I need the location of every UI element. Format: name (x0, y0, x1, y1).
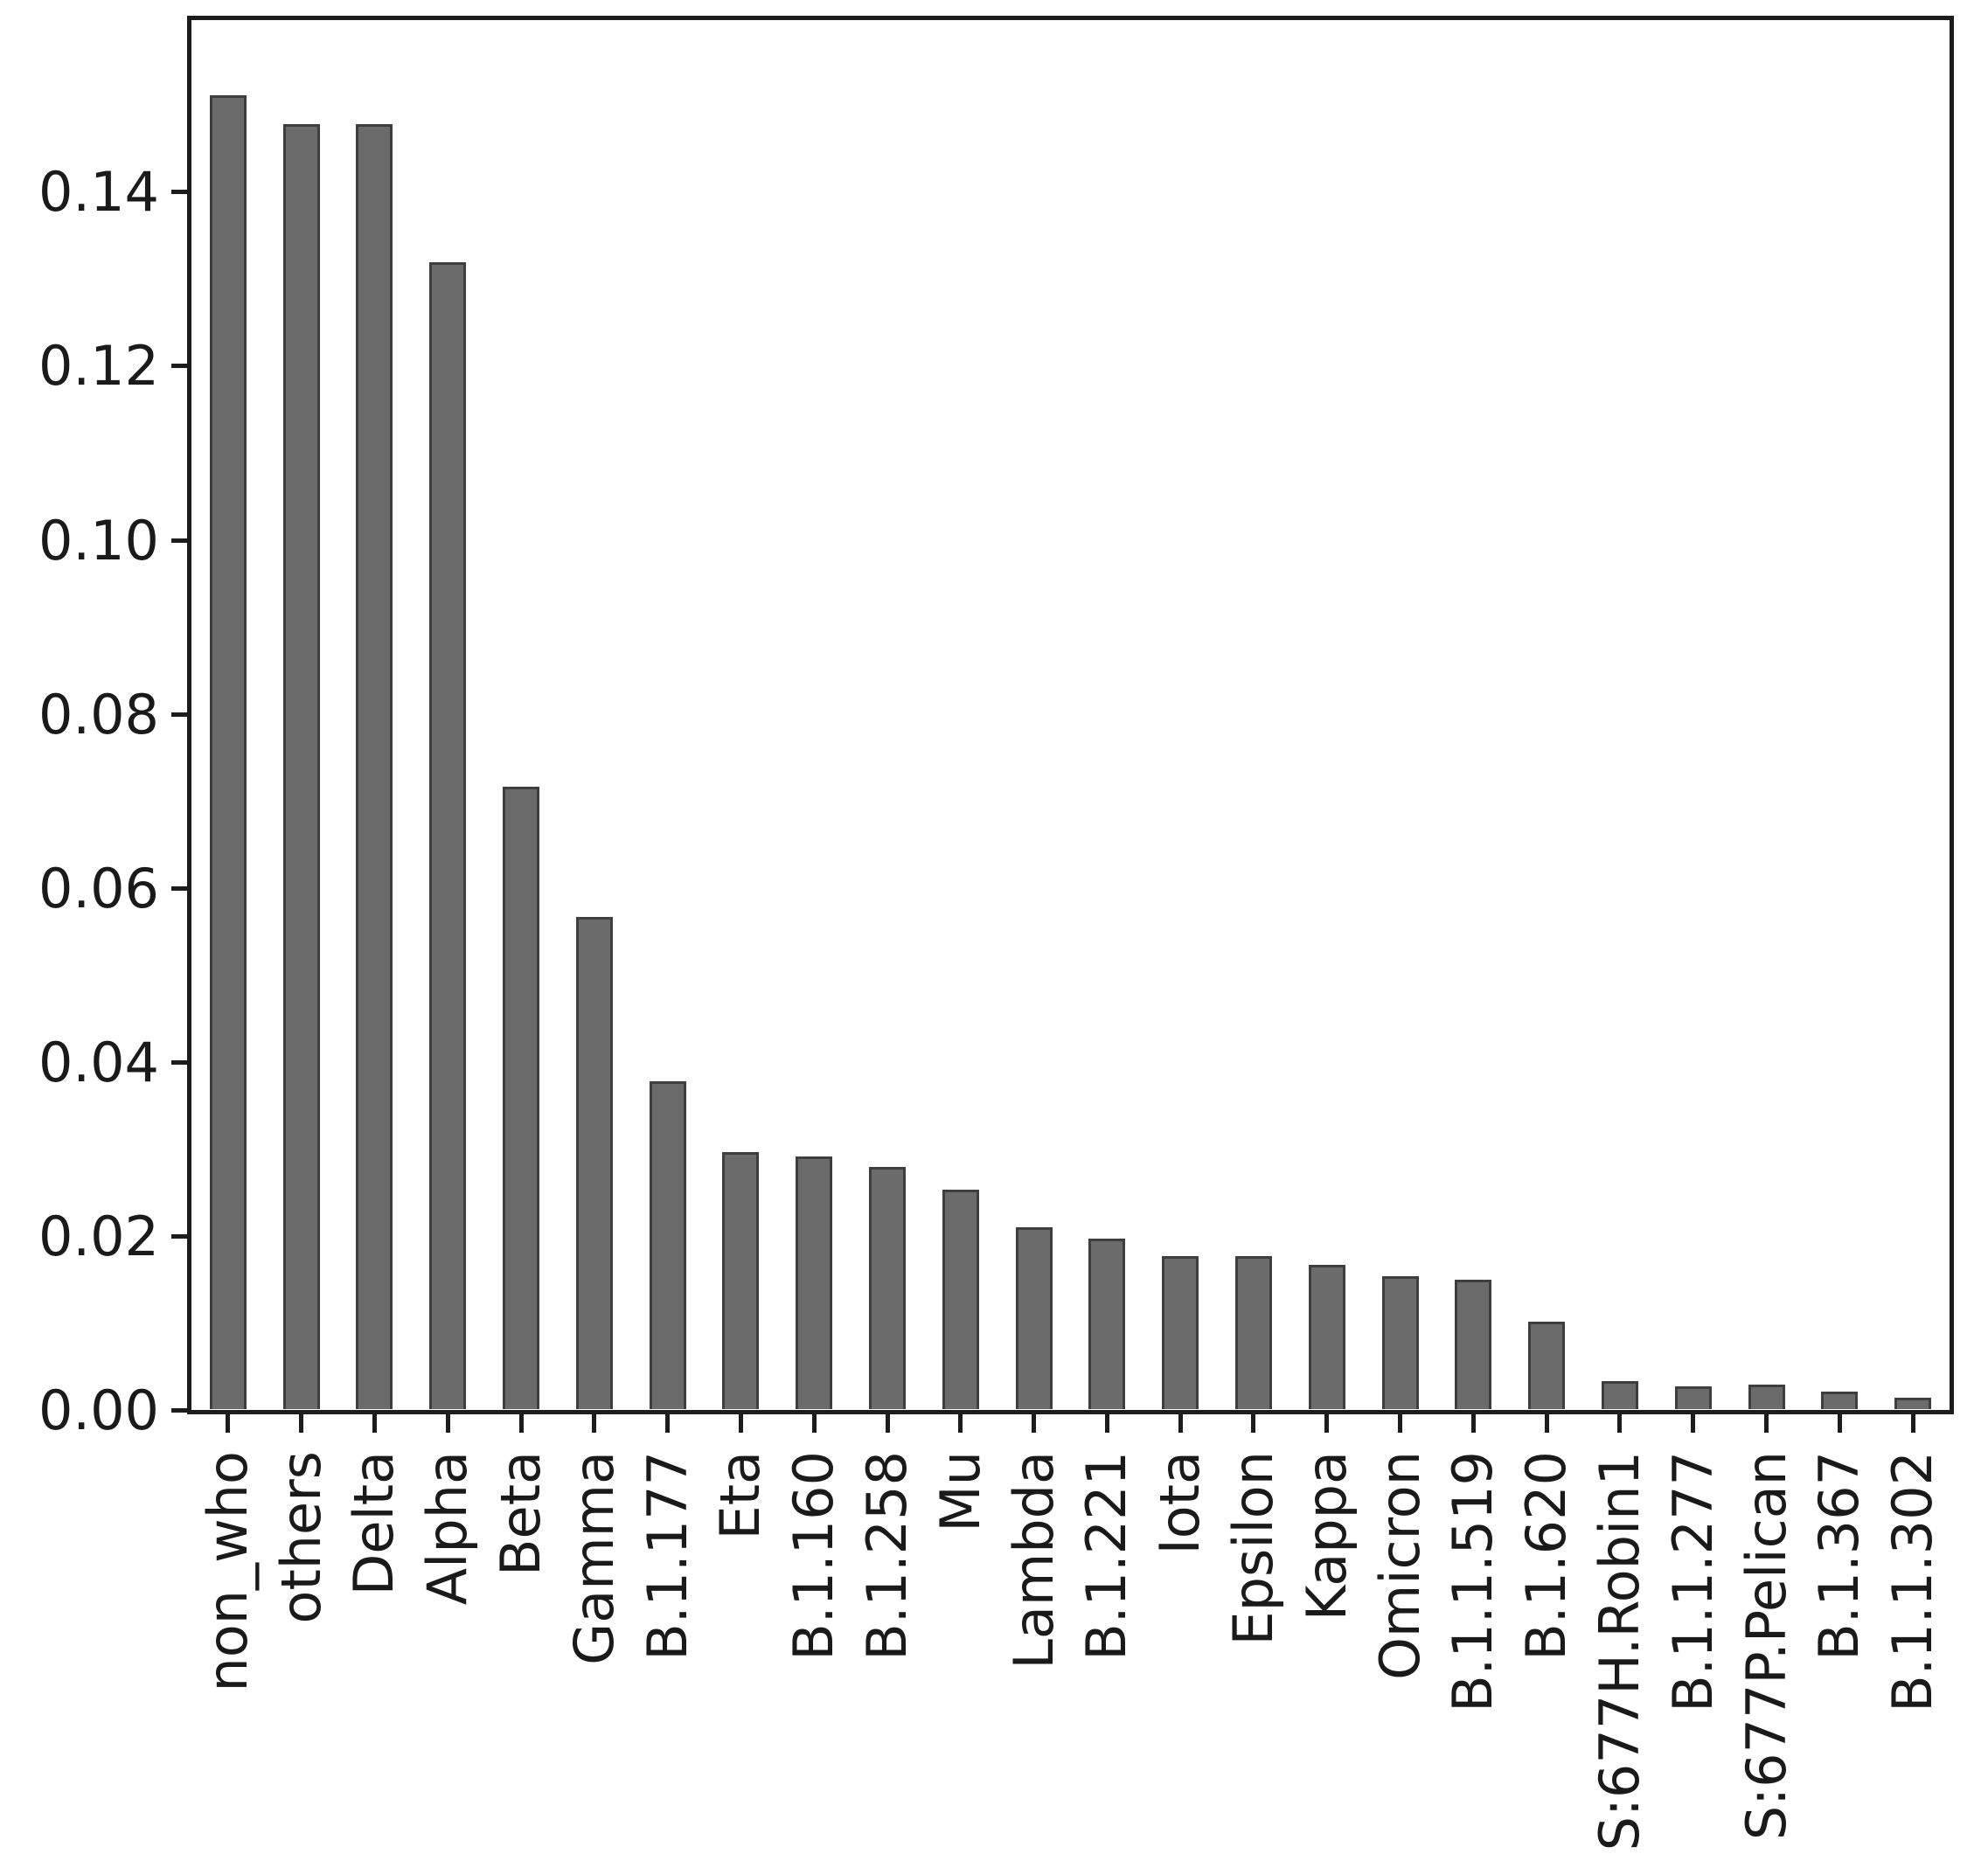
x-tick-mark (1764, 1413, 1769, 1433)
y-tick-mark (171, 364, 191, 369)
bar-Lambda (1016, 1227, 1053, 1409)
x-tick-label-Omicron: Omicron (1368, 1451, 1432, 1680)
x-tick-mark (958, 1413, 963, 1433)
y-tick-mark (171, 190, 191, 195)
x-tick-mark (812, 1413, 817, 1433)
x-tick-label-B.1.367: B.1.367 (1807, 1451, 1871, 1661)
x-tick-mark (886, 1413, 890, 1433)
x-tick-mark (519, 1413, 524, 1433)
bar-Beta (503, 787, 539, 1409)
y-tick-mark (171, 1059, 191, 1065)
y-tick-mark (171, 712, 191, 717)
bar-B.1.367 (1821, 1392, 1858, 1409)
x-tick-mark (1691, 1413, 1695, 1433)
x-tick-mark (1178, 1413, 1183, 1433)
bar-others (283, 124, 320, 1409)
x-tick-mark (1105, 1413, 1109, 1433)
bar-Kappa (1309, 1265, 1345, 1409)
bar-non_who (210, 95, 247, 1409)
x-tick-label-Beta: Beta (489, 1451, 553, 1576)
x-tick-label-S:677H.Robin1: S:677H.Robin1 (1588, 1451, 1651, 1851)
x-tick-label-B.1.160: B.1.160 (782, 1451, 845, 1661)
x-tick-label-B.1.258: B.1.258 (855, 1451, 919, 1661)
x-tick-mark (1251, 1413, 1255, 1433)
y-tick-mark (171, 885, 191, 891)
x-tick-mark (226, 1413, 230, 1433)
x-tick-label-Eta: Eta (708, 1451, 772, 1540)
bar-B.1.1.519 (1455, 1280, 1491, 1409)
x-tick-label-S:677P.Pelican: S:677P.Pelican (1734, 1451, 1798, 1841)
x-tick-mark (1911, 1413, 1915, 1433)
x-tick-label-Iota: Iota (1148, 1451, 1212, 1555)
bar-B.1.177 (650, 1081, 686, 1409)
bar-B.1.1.277 (1675, 1386, 1712, 1409)
y-tick-label: 0.02 (38, 1204, 159, 1268)
y-tick-label: 0.14 (38, 160, 159, 225)
bar-B.1.1.302 (1894, 1398, 1931, 1409)
bar-B.1.620 (1528, 1322, 1565, 1409)
bar-Omicron (1382, 1276, 1419, 1409)
x-tick-label-others: others (269, 1451, 333, 1624)
bar-S:677P.Pelican (1748, 1385, 1785, 1409)
x-tick-label-B.1.620: B.1.620 (1514, 1451, 1578, 1661)
x-tick-label-B.1.1.302: B.1.1.302 (1880, 1451, 1944, 1712)
y-tick-label: 0.12 (38, 334, 159, 399)
y-tick-label: 0.08 (38, 682, 159, 746)
plot-area (187, 16, 1954, 1414)
bar-B.1.258 (869, 1167, 906, 1409)
x-tick-label-Lambda: Lambda (1002, 1451, 1066, 1670)
x-tick-label-Gamma: Gamma (562, 1451, 626, 1665)
x-tick-mark (1617, 1413, 1622, 1433)
bar-B.1.160 (796, 1156, 832, 1409)
x-tick-mark (1398, 1413, 1402, 1433)
y-tick-label: 0.00 (38, 1378, 159, 1442)
bar-Mu (942, 1190, 979, 1409)
x-tick-mark (739, 1413, 743, 1433)
x-tick-label-non_who: non_who (196, 1451, 260, 1692)
y-tick-mark (171, 538, 191, 543)
x-tick-mark (1324, 1413, 1329, 1433)
x-tick-label-B.1.1.519: B.1.1.519 (1441, 1451, 1505, 1712)
y-tick-label: 0.10 (38, 508, 159, 573)
x-tick-label-Delta: Delta (342, 1451, 406, 1596)
x-tick-mark (592, 1413, 596, 1433)
y-tick-label: 0.04 (38, 1030, 159, 1094)
bar-Alpha (429, 262, 466, 1409)
bar-Epsilon (1235, 1256, 1272, 1409)
bar-B.1.221 (1088, 1239, 1125, 1409)
y-tick-mark (171, 1408, 191, 1413)
x-tick-label-B.1.177: B.1.177 (636, 1451, 699, 1661)
x-tick-label-B.1.1.277: B.1.1.277 (1661, 1451, 1725, 1712)
y-tick-label: 0.06 (38, 856, 159, 920)
x-tick-mark (1545, 1413, 1549, 1433)
y-tick-mark (171, 1233, 191, 1239)
x-tick-mark (1032, 1413, 1036, 1433)
bar-Delta (356, 124, 393, 1409)
x-tick-label-B.1.221: B.1.221 (1074, 1451, 1138, 1661)
x-tick-label-Alpha: Alpha (415, 1451, 479, 1606)
bar-Eta (722, 1152, 759, 1409)
x-tick-mark (1471, 1413, 1476, 1433)
x-tick-mark (665, 1413, 670, 1433)
x-tick-label-Kappa: Kappa (1295, 1451, 1359, 1621)
x-tick-label-Epsilon: Epsilon (1221, 1451, 1285, 1646)
x-tick-mark (446, 1413, 450, 1433)
bar-S:677H.Robin1 (1602, 1381, 1638, 1409)
bar-Iota (1162, 1256, 1199, 1409)
x-tick-mark (299, 1413, 303, 1433)
x-tick-mark (1838, 1413, 1842, 1433)
x-tick-mark (372, 1413, 377, 1433)
bar-Gamma (576, 917, 613, 1409)
x-tick-label-Mu: Mu (928, 1451, 992, 1532)
